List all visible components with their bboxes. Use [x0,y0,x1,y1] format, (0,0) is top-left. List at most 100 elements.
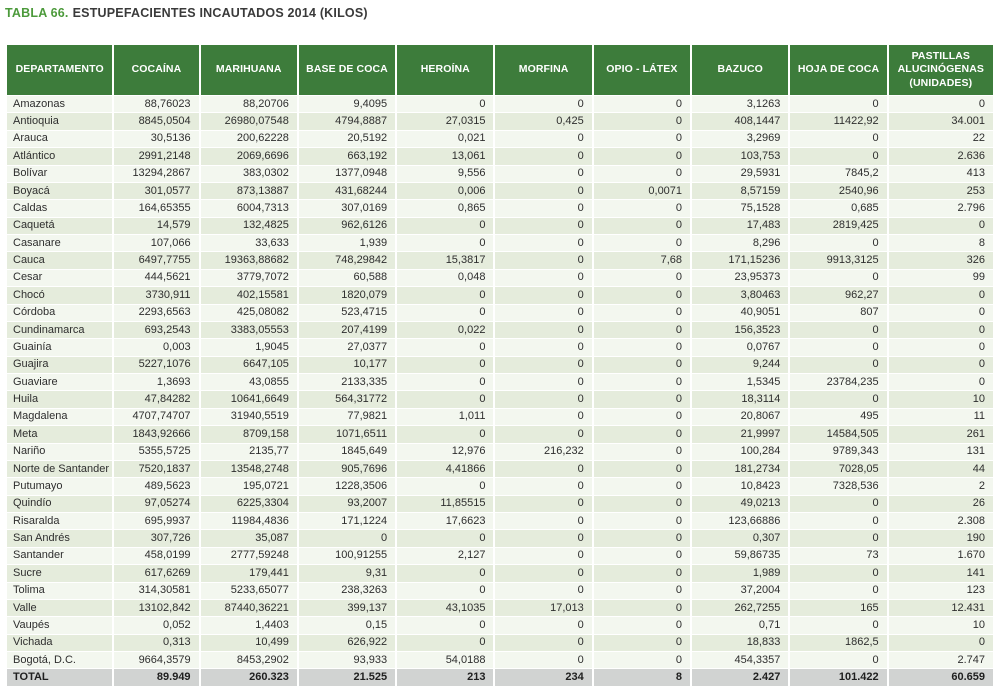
value-cell: 164,65355 [114,200,198,216]
value-cell: 0 [594,513,690,529]
value-cell: 6225,3304 [201,496,297,512]
total-value-cell: 213 [397,669,493,685]
value-cell: 93,933 [299,652,395,668]
value-cell: 0 [397,530,493,546]
table-number-label: TABLA 66. [5,6,69,20]
value-cell: 0,313 [114,635,198,651]
value-cell: 1,5345 [692,374,788,390]
value-cell: 27,0377 [299,339,395,355]
value-cell: 326 [889,252,993,268]
department-cell: Casanare [7,235,112,251]
value-cell: 11,85515 [397,496,493,512]
value-cell: 444,5621 [114,270,198,286]
value-cell: 17,483 [692,218,788,234]
value-cell: 10641,6649 [201,391,297,407]
value-cell: 0 [397,339,493,355]
value-cell: 0 [594,305,690,321]
table-row: Antioquia8845,050426980,075484794,888727… [7,113,993,129]
value-cell: 626,922 [299,635,395,651]
total-value-cell: 8 [594,669,690,685]
value-cell: 807 [790,305,886,321]
value-cell: 0 [594,652,690,668]
value-cell: 20,5192 [299,131,395,147]
value-cell: 0 [397,235,493,251]
value-cell: 11422,92 [790,113,886,129]
department-cell: Magdalena [7,409,112,425]
value-cell: 2819,425 [790,218,886,234]
table-row: Cesar444,56213779,707260,5880,0480023,95… [7,270,993,286]
table-row: Vaupés0,0521,44030,150000,71010 [7,617,993,633]
value-cell: 107,066 [114,235,198,251]
value-cell: 0 [495,96,591,112]
value-cell: 0 [594,461,690,477]
value-cell: 54,0188 [397,652,493,668]
value-cell: 0 [594,583,690,599]
value-cell: 408,1447 [692,113,788,129]
department-cell: Guajira [7,357,112,373]
value-cell: 0 [889,305,993,321]
value-cell: 2.636 [889,148,993,164]
department-cell: Huila [7,391,112,407]
value-cell: 141 [889,565,993,581]
value-cell: 0 [889,374,993,390]
department-cell: Quindío [7,496,112,512]
value-cell: 8 [889,235,993,251]
column-header: PASTILLAS ALUCINÓGENAS (UNIDADES) [889,45,993,95]
value-cell: 2133,335 [299,374,395,390]
value-cell: 2,127 [397,548,493,564]
value-cell: 0 [790,322,886,338]
value-cell: 181,2734 [692,461,788,477]
table-row: Magdalena4707,7470731940,551977,98211,01… [7,409,993,425]
value-cell: 0,006 [397,183,493,199]
value-cell: 0 [495,183,591,199]
department-cell: Nariño [7,444,112,460]
value-cell: 0 [594,270,690,286]
value-cell: 3730,911 [114,287,198,303]
value-cell: 2.747 [889,652,993,668]
value-cell: 2069,6696 [201,148,297,164]
value-cell: 0 [495,200,591,216]
value-cell: 40,9051 [692,305,788,321]
value-cell: 3,80463 [692,287,788,303]
value-cell: 97,05274 [114,496,198,512]
value-cell: 0 [594,148,690,164]
table-row: San Andrés307,72635,08700000,3070190 [7,530,993,546]
value-cell: 9,556 [397,166,493,182]
value-cell: 0 [495,426,591,442]
column-header: DEPARTAMENTO [7,45,112,95]
value-cell: 695,9937 [114,513,198,529]
value-cell: 8845,0504 [114,113,198,129]
value-cell: 0 [397,583,493,599]
value-cell: 0,71 [692,617,788,633]
value-cell: 0 [397,617,493,633]
value-cell: 617,6269 [114,565,198,581]
value-cell: 1,011 [397,409,493,425]
value-cell: 962,6126 [299,218,395,234]
value-cell: 5233,65077 [201,583,297,599]
value-cell: 0 [889,357,993,373]
value-cell: 0 [495,635,591,651]
value-cell: 34.001 [889,113,993,129]
department-cell: Arauca [7,131,112,147]
value-cell: 0 [495,148,591,164]
table-row: Tolima314,305815233,65077238,326300037,2… [7,583,993,599]
value-cell: 431,68244 [299,183,395,199]
value-cell: 7845,2 [790,166,886,182]
value-cell: 88,76023 [114,96,198,112]
value-cell: 9664,3579 [114,652,198,668]
department-cell: Risaralda [7,513,112,529]
value-cell: 0 [790,617,886,633]
total-value-cell: 101.422 [790,669,886,685]
value-cell: 23784,235 [790,374,886,390]
value-cell: 0 [790,583,886,599]
value-cell: 238,3263 [299,583,395,599]
value-cell: 0,865 [397,200,493,216]
value-cell: 2777,59248 [201,548,297,564]
value-cell: 307,0169 [299,200,395,216]
department-cell: Amazonas [7,96,112,112]
value-cell: 7520,1837 [114,461,198,477]
value-cell: 261 [889,426,993,442]
page: TABLA 66.ESTUPEFACIENTES INCAUTADOS 2014… [0,0,997,689]
value-cell: 0 [495,530,591,546]
value-cell: 49,0213 [692,496,788,512]
